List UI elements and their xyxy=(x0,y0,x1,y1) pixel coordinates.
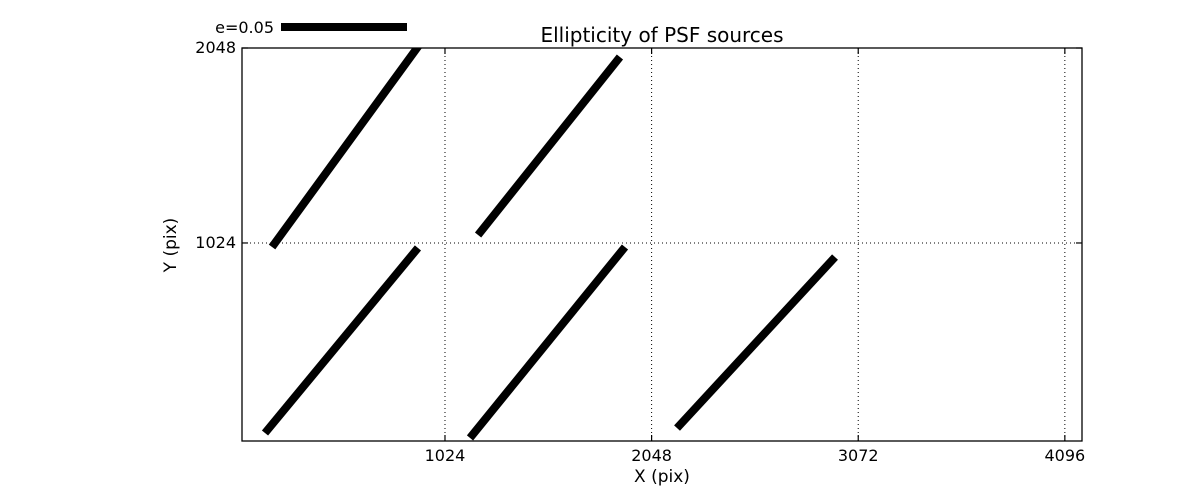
tick-marks xyxy=(242,47,1082,441)
psf-whisker xyxy=(466,244,629,441)
whisker-series xyxy=(261,48,838,441)
legend: e=0.05 xyxy=(215,18,407,37)
x-tick-label: 1024 xyxy=(425,446,466,465)
psf-whisker xyxy=(261,245,422,436)
x-tick-label: 4096 xyxy=(1044,446,1085,465)
y-axis-label: Y (pix) xyxy=(161,218,181,274)
psf-whisker xyxy=(474,54,624,238)
x-axis-label: X (pix) xyxy=(634,467,690,487)
psf-whisker xyxy=(674,254,838,431)
chart-title: Ellipticity of PSF sources xyxy=(540,23,783,47)
grid-lines xyxy=(242,47,1082,441)
y-tick-label: 1024 xyxy=(195,233,236,252)
x-tick-label: 2048 xyxy=(631,446,672,465)
x-tick-label: 3072 xyxy=(838,446,879,465)
tick-labels: 1024 2048 3072 4096 1024 2048 xyxy=(195,38,1085,465)
psf-whisker xyxy=(268,48,422,250)
y-tick-label: 2048 xyxy=(195,38,236,57)
legend-label: e=0.05 xyxy=(215,18,274,37)
plot-frame xyxy=(241,47,1083,442)
